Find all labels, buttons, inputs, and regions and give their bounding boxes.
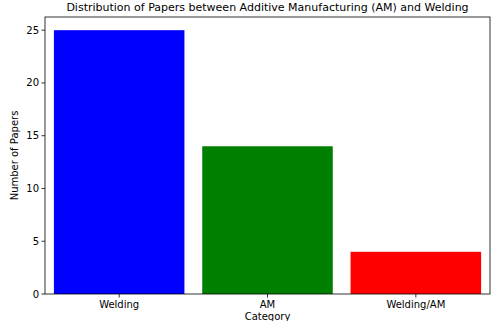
chart-container: 0 5 10 15 20 25 Welding AM Welding/AM Category Num…	[0, 0, 500, 321]
y-tick	[42, 188, 46, 189]
x-axis-label: Category	[245, 311, 291, 321]
x-tick-label: AM	[260, 299, 275, 310]
y-tick-label: 10	[26, 183, 39, 194]
x-tick-label: Welding/AM	[386, 299, 445, 310]
bars	[54, 30, 481, 294]
y-tick-label: 15	[26, 130, 39, 141]
x-tick	[267, 294, 268, 298]
x-tick	[119, 294, 120, 298]
y-tick-label: 5	[33, 236, 39, 247]
chart-svg: 0 5 10 15 20 25 Welding AM Welding/AM Category Num…	[0, 0, 500, 321]
bar	[202, 146, 333, 294]
x-tick	[415, 294, 416, 298]
y-tick	[42, 30, 46, 31]
y-tick-label: 20	[26, 77, 39, 88]
x-tick-label: Welding	[99, 299, 139, 310]
y-tick	[42, 82, 46, 83]
y-tick	[42, 294, 46, 295]
y-tick	[42, 135, 46, 136]
y-tick-label: 25	[26, 25, 39, 36]
y-axis-label: Number of Papers	[9, 111, 20, 201]
bar	[54, 30, 185, 294]
bar	[351, 252, 482, 294]
y-tick	[42, 241, 46, 242]
y-tick-label: 0	[33, 289, 39, 300]
plot-frame	[45, 17, 490, 294]
chart-title: Distribution of Papers between Additive …	[66, 1, 468, 14]
